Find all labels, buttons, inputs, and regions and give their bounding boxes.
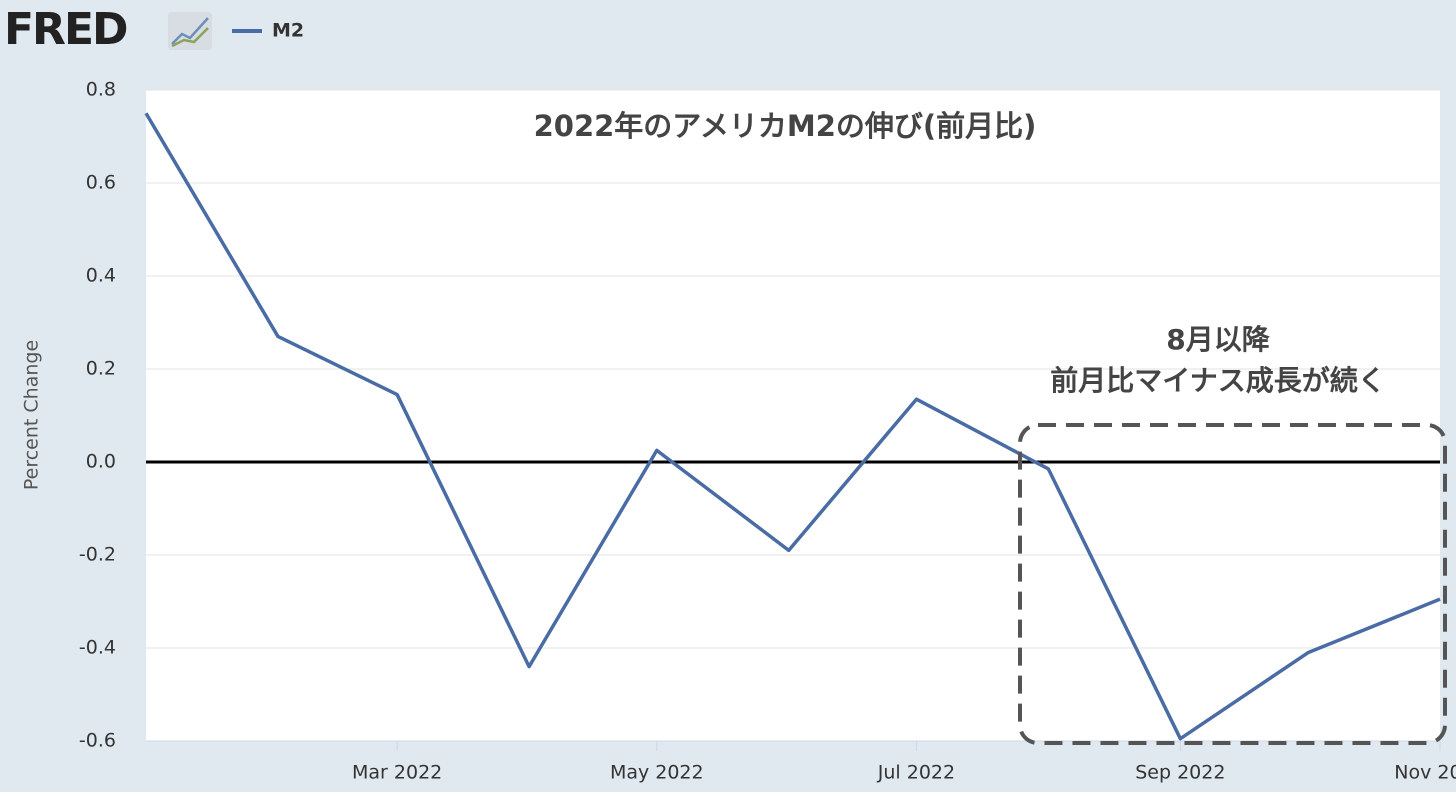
- logo: FRED: [4, 4, 127, 55]
- annotation: 8月以降: [1166, 323, 1270, 356]
- legend-label: M2: [272, 20, 304, 42]
- y-tick-label: 0.8: [86, 79, 116, 101]
- y-tick-label: 0.4: [86, 265, 116, 287]
- x-tick-label: Sep 2022: [1135, 762, 1225, 784]
- annotation: 前月比マイナス成長が続く: [1050, 364, 1385, 397]
- y-tick-label: -0.2: [79, 544, 116, 566]
- y-tick-label: 0.0: [86, 451, 116, 473]
- chart-title: 2022年のアメリカM2の伸び(前月比): [534, 109, 1037, 143]
- plot-area: [146, 90, 1440, 741]
- x-tick-label: Mar 2022: [352, 762, 442, 784]
- y-tick-label: -0.4: [79, 637, 116, 659]
- data-line: [144, 112, 1441, 741]
- x-tick-label: Nov 2022: [1394, 762, 1456, 784]
- y-tick-label: -0.6: [79, 730, 116, 752]
- y-tick-label: 0.6: [86, 172, 116, 194]
- logo-icon: [168, 12, 212, 50]
- x-tick-label: May 2022: [610, 762, 704, 784]
- y-tick-label: 0.2: [86, 358, 116, 380]
- x-tick-label: Jul 2022: [877, 762, 955, 784]
- y-axis-label: Percent Change: [21, 340, 43, 490]
